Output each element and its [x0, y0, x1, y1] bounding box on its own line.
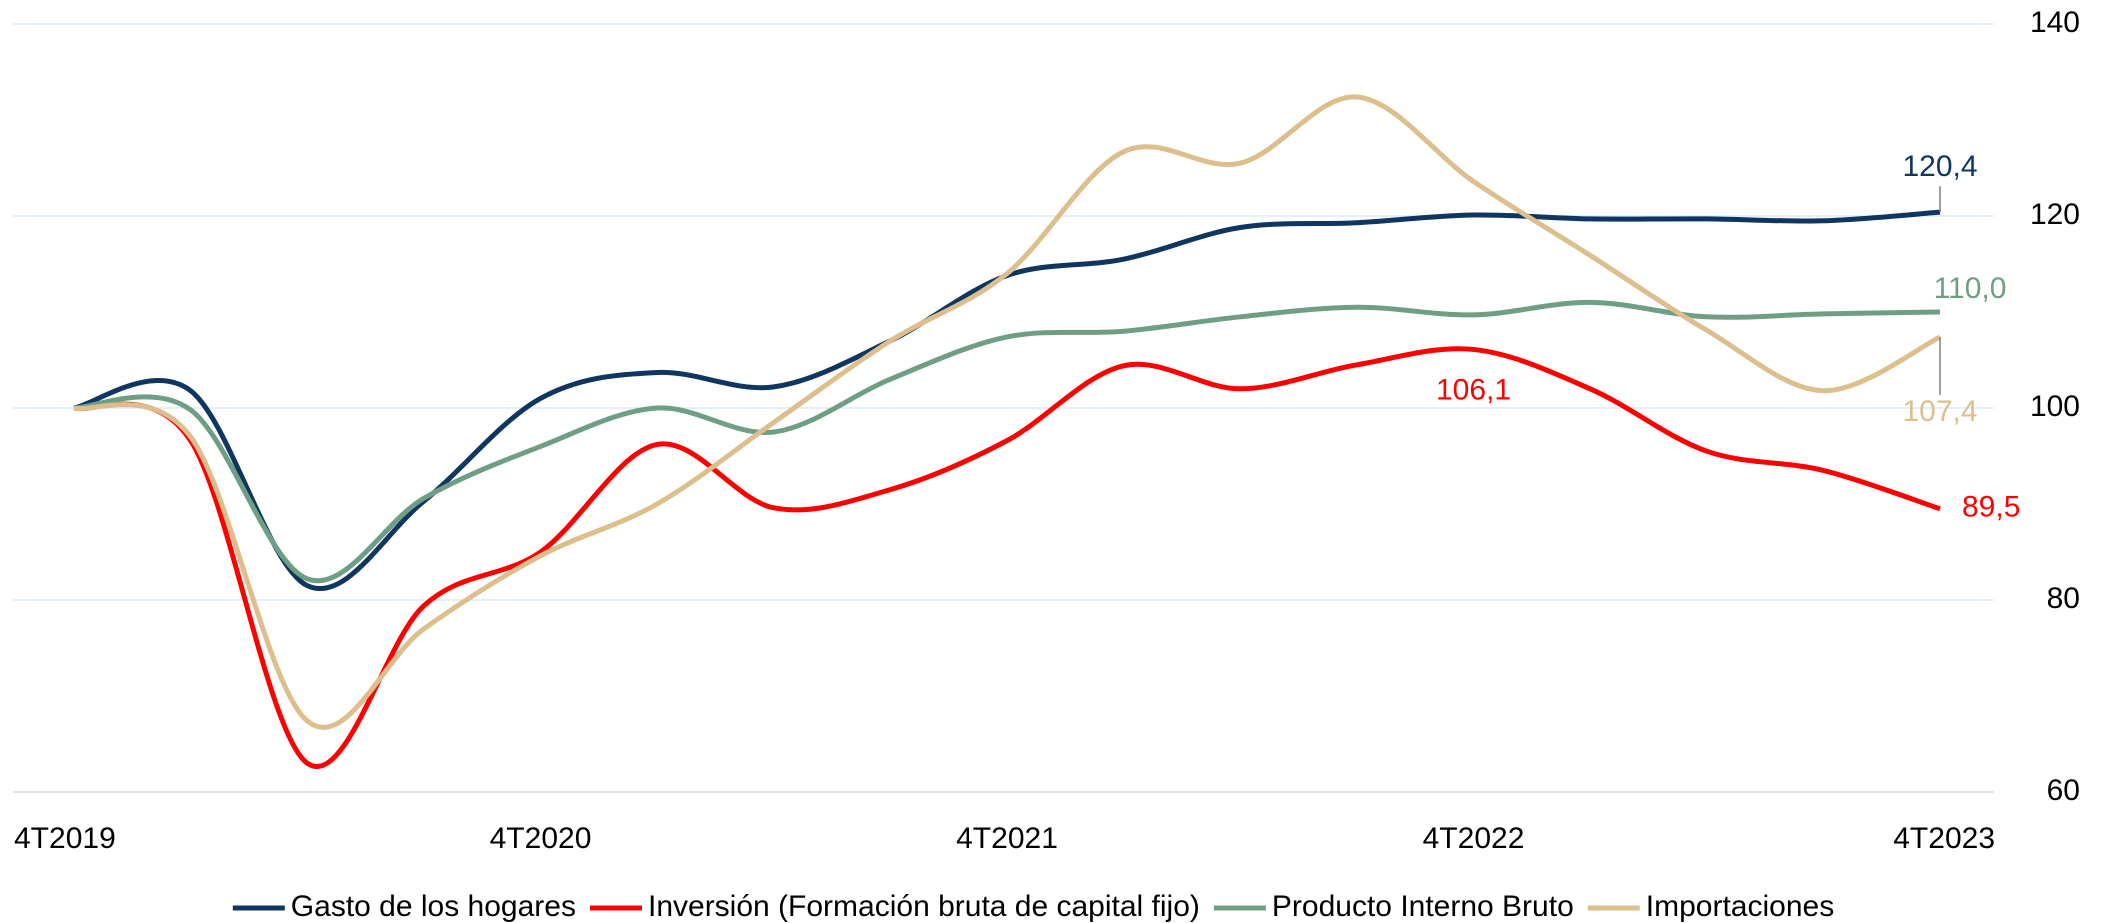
legend-label: Inversión (Formación bruta de capital fi… — [648, 890, 1200, 923]
data-label: 107,4 — [1902, 395, 1977, 428]
data-label: 106,1 — [1436, 373, 1511, 406]
x-tick-label: 4T2023 — [1893, 822, 1995, 855]
series-line — [73, 299, 1941, 584]
x-tick-label: 4T2022 — [1423, 822, 1525, 855]
series-line — [73, 94, 1942, 730]
series-line — [73, 346, 1941, 769]
x-tick-label: 4T2021 — [956, 822, 1058, 855]
y-tick-label: 60 — [2047, 774, 2080, 807]
data-label: 110,0 — [1934, 272, 2007, 305]
legend-label: Producto Interno Bruto — [1272, 890, 1574, 923]
series-line — [73, 209, 1941, 591]
data-label: 120,4 — [1902, 150, 1977, 183]
x-tick-label: 4T2019 — [14, 822, 116, 855]
data-label: 89,5 — [1962, 491, 2020, 524]
legend-label: Importaciones — [1646, 890, 1834, 923]
x-tick-label: 4T2020 — [490, 822, 592, 855]
y-tick-label: 120 — [2030, 198, 2080, 231]
y-tick-label: 80 — [2047, 582, 2080, 615]
y-tick-label: 140 — [2030, 6, 2080, 39]
legend-label: Gasto de los hogares — [291, 890, 576, 923]
y-tick-label: 100 — [2030, 390, 2080, 423]
legend: Gasto de los hogares Inversión (Formación… — [232, 890, 1834, 923]
